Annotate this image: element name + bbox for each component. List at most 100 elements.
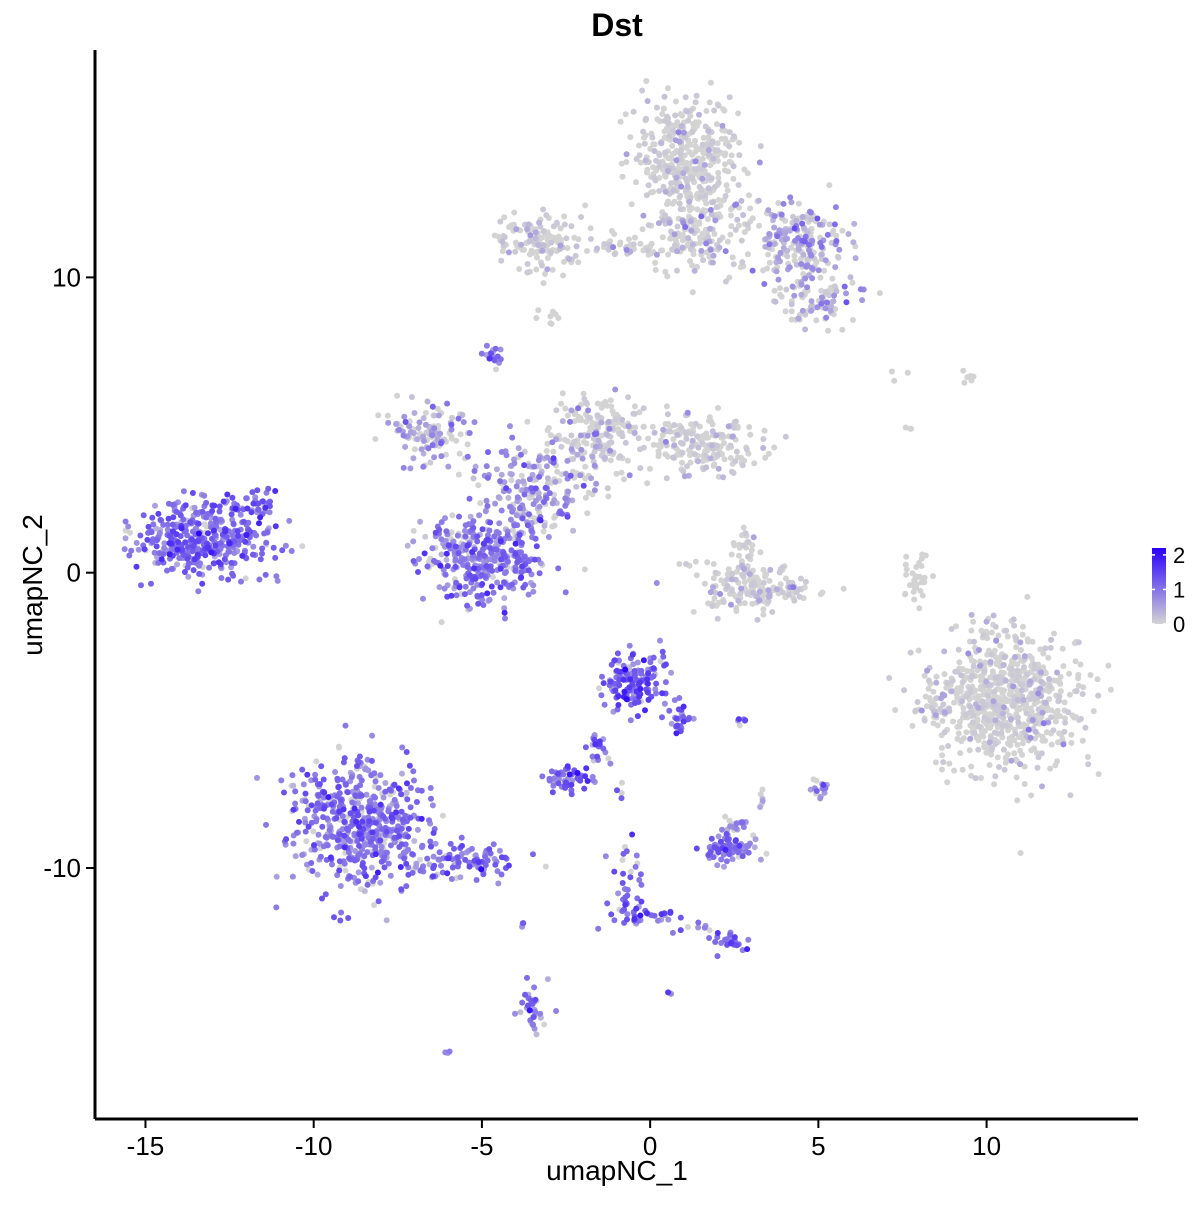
scatter-point bbox=[398, 825, 405, 832]
scatter-point bbox=[327, 854, 334, 861]
scatter-point bbox=[778, 211, 785, 218]
scatter-point bbox=[983, 678, 990, 685]
scatter-point bbox=[407, 814, 414, 821]
scatter-point bbox=[979, 729, 986, 736]
scatter-point bbox=[683, 435, 690, 442]
scatter-point bbox=[671, 442, 678, 449]
scatter-point bbox=[573, 243, 580, 250]
scatter-point bbox=[170, 514, 177, 521]
scatter-point bbox=[1031, 665, 1038, 672]
scatter-point bbox=[944, 779, 951, 786]
scatter-point bbox=[912, 707, 919, 714]
scatter-point bbox=[756, 222, 763, 229]
scatter-point bbox=[429, 442, 436, 449]
scatter-point bbox=[348, 774, 355, 781]
scatter-point bbox=[185, 544, 192, 550]
scatter-point bbox=[464, 441, 471, 448]
scatter-point bbox=[601, 241, 608, 247]
scatter-point bbox=[732, 837, 739, 844]
scatter-point bbox=[771, 213, 778, 220]
scatter-point bbox=[664, 167, 671, 174]
scatter-point bbox=[1062, 719, 1069, 726]
scatter-point bbox=[480, 871, 487, 878]
scatter-point bbox=[1006, 691, 1013, 698]
scatter-point bbox=[216, 508, 223, 515]
scatter-point bbox=[526, 238, 533, 245]
scatter-point bbox=[736, 552, 742, 559]
scatter-point bbox=[771, 224, 778, 231]
scatter-point bbox=[730, 163, 737, 170]
scatter-point bbox=[821, 267, 828, 274]
scatter-point bbox=[259, 545, 266, 552]
scatter-point bbox=[667, 428, 673, 435]
scatter-point bbox=[473, 877, 480, 883]
scatter-point bbox=[259, 550, 265, 557]
scatter-point bbox=[464, 563, 471, 570]
scatter-point bbox=[345, 836, 352, 843]
scatter-point bbox=[455, 859, 462, 866]
scatter-point bbox=[628, 201, 635, 208]
scatter-point bbox=[662, 188, 669, 195]
scatter-point bbox=[988, 751, 995, 758]
scatter-point bbox=[742, 530, 749, 537]
scatter-point bbox=[723, 858, 730, 865]
scatter-point bbox=[273, 573, 280, 580]
scatter-point bbox=[355, 869, 362, 876]
scatter-point bbox=[340, 806, 347, 813]
scatter-point bbox=[650, 665, 657, 672]
scatter-point bbox=[714, 140, 721, 147]
scatter-point bbox=[980, 632, 987, 639]
scatter-point bbox=[1052, 718, 1059, 725]
scatter-point bbox=[1077, 661, 1084, 668]
scatter-point bbox=[995, 680, 1002, 687]
scatter-point bbox=[976, 647, 982, 653]
scatter-point bbox=[692, 148, 699, 155]
scatter-point bbox=[564, 763, 571, 770]
scatter-point bbox=[644, 247, 651, 254]
scatter-point bbox=[713, 432, 720, 439]
scatter-point bbox=[1028, 792, 1035, 799]
scatter-point bbox=[554, 770, 561, 777]
scatter-point bbox=[678, 425, 685, 432]
scatter-point bbox=[728, 152, 735, 159]
scatter-point bbox=[1055, 739, 1061, 746]
scatter-point bbox=[839, 227, 846, 234]
scatter-point bbox=[692, 558, 699, 565]
scatter-point bbox=[773, 268, 780, 275]
scatter-point bbox=[144, 536, 151, 543]
scatter-point bbox=[775, 276, 782, 283]
scatter-point bbox=[512, 567, 519, 574]
scatter-point bbox=[1013, 774, 1020, 781]
scatter-point bbox=[272, 523, 279, 530]
scatter-point bbox=[406, 423, 413, 430]
scatter-point bbox=[688, 227, 695, 234]
scatter-point bbox=[684, 924, 691, 930]
scatter-point bbox=[153, 543, 160, 550]
scatter-point bbox=[546, 490, 553, 497]
scatter-point bbox=[1020, 721, 1027, 728]
scatter-point bbox=[478, 592, 485, 599]
scatter-point bbox=[702, 434, 709, 441]
scatter-point bbox=[800, 251, 807, 258]
scatter-point bbox=[638, 667, 645, 674]
scatter-point bbox=[445, 542, 452, 549]
scatter-point bbox=[532, 229, 539, 236]
scatter-point bbox=[692, 158, 699, 165]
scatter-point bbox=[607, 760, 614, 767]
scatter-point bbox=[679, 112, 686, 119]
scatter-point bbox=[594, 422, 601, 429]
scatter-point bbox=[263, 821, 269, 828]
scatter-point bbox=[1054, 677, 1061, 684]
scatter-point bbox=[512, 551, 519, 558]
scatter-point bbox=[436, 849, 443, 856]
scatter-point bbox=[666, 219, 673, 226]
scatter-point bbox=[438, 551, 445, 558]
scatter-point bbox=[997, 642, 1004, 649]
scatter-point bbox=[1008, 666, 1015, 672]
scatter-point bbox=[649, 423, 656, 430]
scatter-point bbox=[498, 556, 504, 563]
scatter-point bbox=[590, 777, 596, 784]
scatter-point bbox=[948, 626, 955, 632]
scatter-point bbox=[627, 868, 634, 875]
scatter-point bbox=[618, 429, 625, 436]
